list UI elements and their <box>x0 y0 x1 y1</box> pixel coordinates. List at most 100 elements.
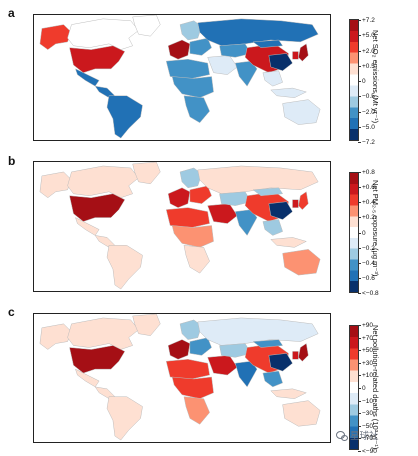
region-australia <box>282 99 321 125</box>
region-sub-saharan-africa <box>171 225 214 248</box>
region-australia <box>282 249 321 276</box>
region-south-america <box>106 245 143 290</box>
region-western-europe <box>167 339 191 360</box>
region-canada <box>67 18 139 50</box>
region-middle-east <box>207 355 238 376</box>
colorbar <box>349 19 359 141</box>
region-southeast-asia <box>262 70 283 87</box>
region-mongolia <box>252 39 284 48</box>
region-southern-africa <box>183 396 210 425</box>
region-greenland <box>132 15 161 37</box>
region-western-europe <box>167 39 191 60</box>
region-japan <box>298 43 309 62</box>
region-alaska <box>39 323 72 350</box>
watermark-text: 星球社 <box>350 431 379 442</box>
region-sub-saharan-africa <box>171 376 214 399</box>
world-map <box>33 313 331 443</box>
region-southeast-asia <box>262 219 283 236</box>
region-korea <box>292 199 299 208</box>
region-eastern-europe <box>189 185 212 204</box>
region-middle-east <box>207 55 238 75</box>
region-japan <box>298 191 309 210</box>
colorbar-tick-label: +2.0 <box>358 47 375 55</box>
colorbar-tick-label: −10 <box>357 397 374 405</box>
colorbar-tick-label: −30 <box>357 410 374 418</box>
colorbar-tick-label: +0.8 <box>358 169 375 176</box>
world-map <box>33 161 331 292</box>
region-north-africa <box>165 359 210 380</box>
region-north-africa <box>165 207 210 228</box>
region-southern-africa <box>183 245 210 274</box>
world-map <box>33 14 331 141</box>
region-india <box>234 209 258 236</box>
region-east-china <box>268 53 293 72</box>
colorbar <box>349 325 359 450</box>
colorbar-tick-label: +70 <box>357 334 374 342</box>
region-central-asia <box>219 343 252 358</box>
region-mongolia <box>252 187 284 196</box>
region-alaska <box>39 24 72 50</box>
colorbar-tick-label: <−90 <box>358 448 377 455</box>
colorbar-tick-label: 0 <box>358 229 366 237</box>
colorbar-tick-label: 0 <box>358 385 366 392</box>
region-north-africa <box>165 58 210 79</box>
panel-label: a <box>8 6 15 20</box>
colorbar-tick-label: −2.0 <box>358 108 375 116</box>
region-east-china <box>268 353 293 372</box>
region-russia <box>197 165 319 195</box>
watermark: 星球社 <box>336 428 379 442</box>
panel-label: b <box>8 154 16 168</box>
region-greenland <box>132 314 161 336</box>
region-india <box>234 360 258 388</box>
region-south-america <box>106 396 143 441</box>
region-scandinavia <box>179 167 203 189</box>
colorbar-tick-label: −0.6 <box>358 274 375 282</box>
region-alaska <box>39 171 72 199</box>
chat-bubble-icon <box>336 430 348 441</box>
colorbar-tick-label: +10 <box>357 372 374 380</box>
region-middle-east <box>207 203 238 224</box>
colorbar-tick-label: +7.2 <box>358 17 375 24</box>
colorbar-tick-label: −50 <box>357 422 374 430</box>
region-eastern-europe <box>189 337 212 356</box>
region-east-china <box>268 201 293 220</box>
colorbar-tick-label: +0.2 <box>358 214 375 222</box>
colorbar-tick-label: +0.5 <box>358 62 375 70</box>
panel-label: c <box>8 305 15 319</box>
colorbar-tick-label: +90 <box>357 322 374 329</box>
region-korea <box>292 351 299 360</box>
region-scandinavia <box>179 20 203 41</box>
region-india <box>234 60 258 87</box>
region-central-asia <box>219 43 252 58</box>
region-scandinavia <box>179 319 203 340</box>
colorbar-tick-label: +5.0 <box>358 32 375 40</box>
map-canvas <box>39 314 321 441</box>
region-central-asia <box>219 191 252 206</box>
region-mongolia <box>252 339 284 348</box>
region-usa <box>69 193 126 222</box>
colorbar-tick-label: −0.4 <box>358 259 375 267</box>
colorbar-tick-label: −7.2 <box>358 139 375 146</box>
colorbar-tick-label: −5.0 <box>358 123 375 131</box>
region-australia <box>282 400 321 427</box>
colorbar-tick-label: 0 <box>358 78 366 85</box>
region-western-europe <box>167 187 191 208</box>
region-canada <box>67 317 139 350</box>
colorbar-tick-label: +50 <box>357 347 374 355</box>
colorbar-tick-label: −70 <box>357 435 374 443</box>
map-canvas <box>39 15 321 139</box>
colorbar-tick-label: +30 <box>357 359 374 367</box>
colorbar-tick-label: −0.2 <box>358 244 375 252</box>
region-russia <box>197 317 319 346</box>
region-indonesia <box>270 237 307 248</box>
map-canvas <box>39 162 321 290</box>
region-usa <box>69 345 126 374</box>
region-japan <box>298 343 309 362</box>
region-canada <box>67 165 139 198</box>
colorbar-tick-label: <−0.8 <box>358 290 379 297</box>
colorbar-tick-label: +0.4 <box>358 199 375 207</box>
colorbar-tick-label: +0.6 <box>358 184 375 192</box>
region-indonesia <box>270 87 307 98</box>
region-sub-saharan-africa <box>171 76 214 98</box>
region-greenland <box>132 162 161 185</box>
